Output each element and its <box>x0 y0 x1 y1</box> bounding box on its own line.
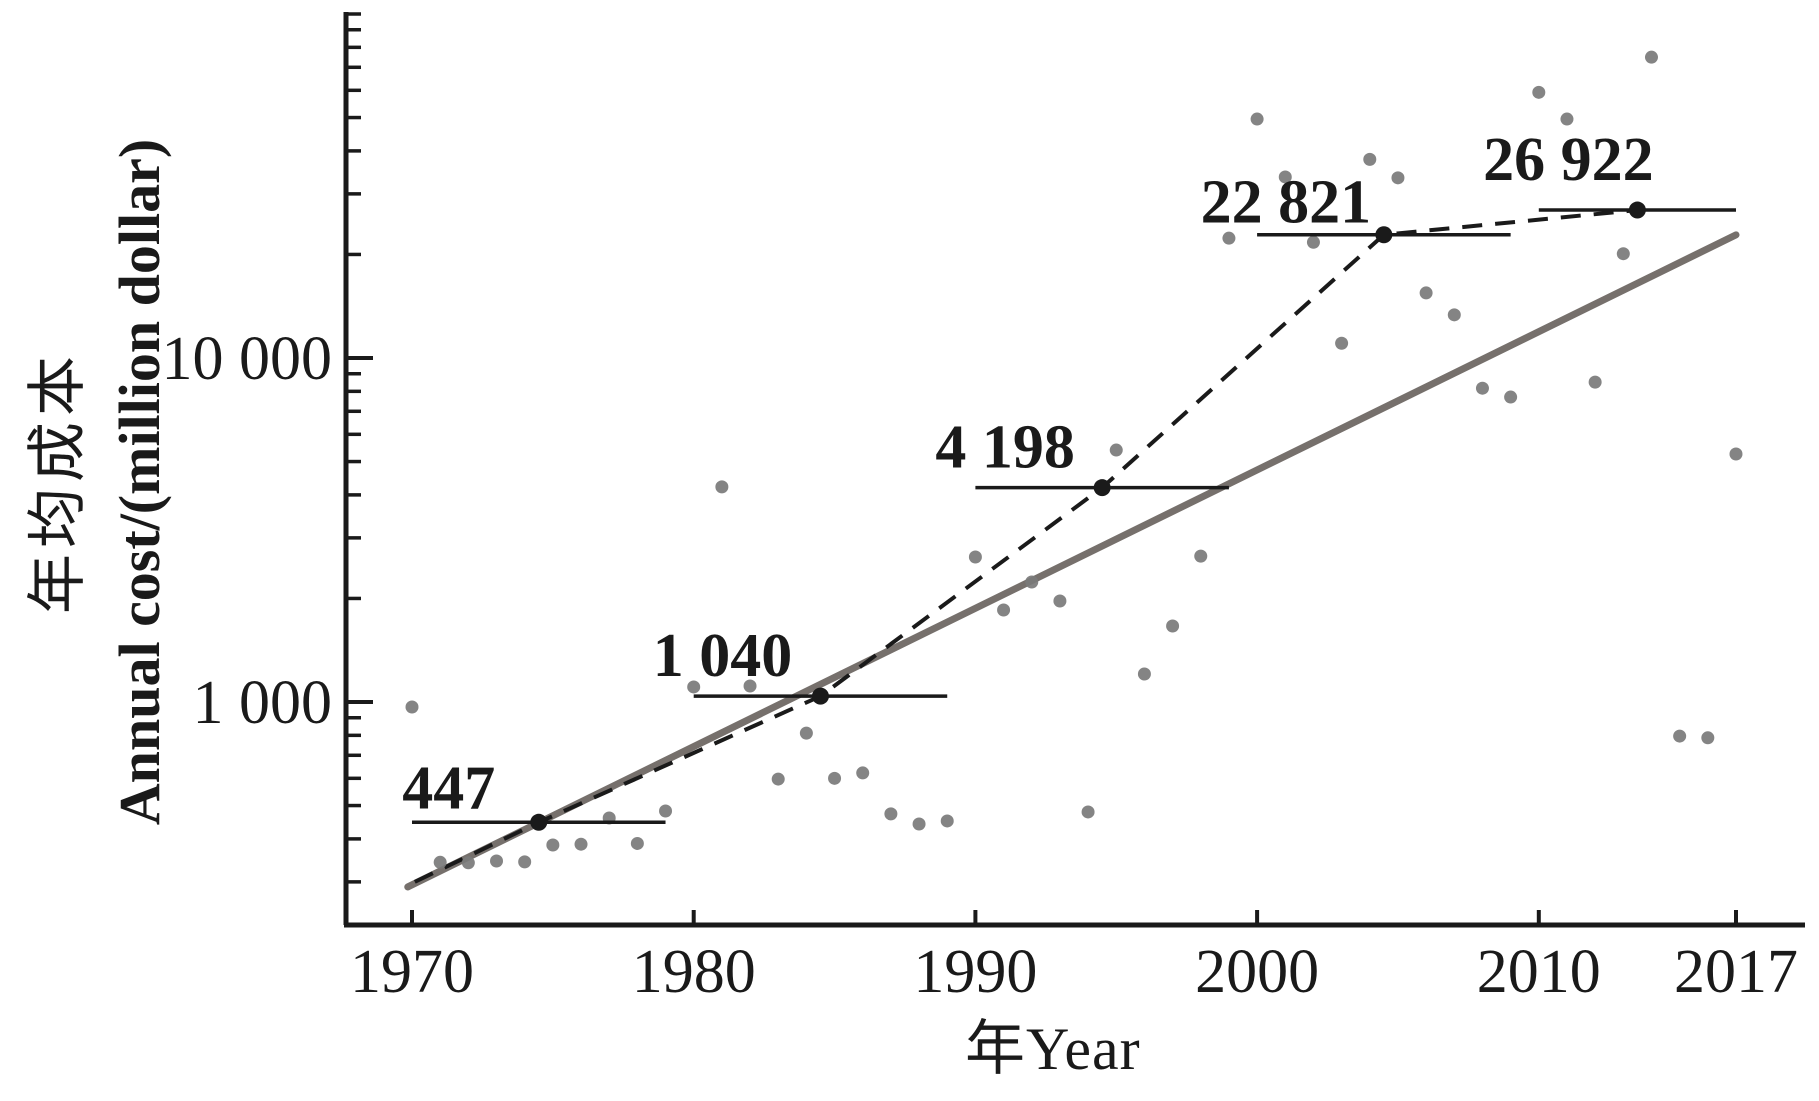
data-point-1970 <box>405 700 419 714</box>
x-tick-label-2000: 2000 <box>1195 938 1319 1006</box>
data-point-2003 <box>1335 336 1349 350</box>
data-point-1983 <box>771 772 785 786</box>
data-point-2006 <box>1419 286 1433 300</box>
x-tick-label-1970: 1970 <box>350 938 474 1006</box>
data-point-1981 <box>715 480 729 494</box>
data-point-1974 <box>518 855 532 869</box>
data-point-1995 <box>1109 443 1123 457</box>
trend-line <box>404 231 1740 891</box>
data-point-2010 <box>1532 85 1546 99</box>
data-point-2011 <box>1560 112 1574 126</box>
data-point-1990 <box>968 550 982 564</box>
data-point-1997 <box>1166 619 1180 633</box>
x-tick-label-1990: 1990 <box>913 938 1037 1006</box>
data-point-1993 <box>1053 594 1067 608</box>
data-point-2016 <box>1701 731 1715 745</box>
data-point-1980 <box>687 680 701 694</box>
data-point-1982 <box>743 679 757 693</box>
y-tick-label-10000: 10 000 <box>162 325 333 393</box>
data-point-1992 <box>1025 575 1039 589</box>
data-point-1975 <box>546 838 560 852</box>
data-point-2008 <box>1475 381 1489 395</box>
annotation-2010s: 26 922 <box>1483 126 1654 194</box>
data-point-1973 <box>490 854 504 868</box>
mean-point-1970s <box>530 813 548 831</box>
y-axis-label-english: Annual cost/(million dollar) <box>107 138 172 826</box>
data-point-1998 <box>1194 549 1208 563</box>
x-axis-label: 年Year <box>965 1016 1141 1082</box>
x-tick-label-2010: 2010 <box>1477 938 1601 1006</box>
data-point-1976 <box>574 837 588 851</box>
mean-point-1990s <box>1093 479 1111 497</box>
x-tick-label-1980: 1980 <box>632 938 756 1006</box>
data-point-1996 <box>1137 667 1151 681</box>
y-tick-label-1000: 1 000 <box>193 669 333 737</box>
data-point-1986 <box>856 766 870 780</box>
data-point-1988 <box>912 817 926 831</box>
data-point-2014 <box>1644 50 1658 64</box>
data-point-1994 <box>1081 805 1095 819</box>
data-point-2012 <box>1588 375 1602 389</box>
data-point-1971 <box>433 855 447 869</box>
data-point-2017 <box>1729 447 1743 461</box>
data-point-2002 <box>1306 235 1320 249</box>
data-point-2000 <box>1250 112 1264 126</box>
data-point-2015 <box>1673 729 1687 743</box>
data-point-1978 <box>630 836 644 850</box>
data-point-2007 <box>1447 308 1461 322</box>
mean-point-1980s <box>811 687 829 705</box>
annotation-1980s: 1 040 <box>653 622 793 690</box>
data-point-1987 <box>884 807 898 821</box>
x-tick-label-2017: 2017 <box>1674 938 1798 1006</box>
mean-point-2010s <box>1628 201 1646 219</box>
annotation-1970s: 447 <box>402 754 495 822</box>
y-axis-label-chinese: 年均成本 <box>25 350 91 614</box>
data-point-1985 <box>828 771 842 785</box>
data-point-2004 <box>1363 152 1377 166</box>
data-point-2001 <box>1278 170 1292 184</box>
data-point-1972 <box>461 856 475 870</box>
data-point-1999 <box>1222 231 1236 245</box>
data-point-2005 <box>1391 171 1405 185</box>
data-point-1984 <box>799 726 813 740</box>
annotation-2000s: 22 821 <box>1201 169 1372 237</box>
data-point-1991 <box>997 603 1011 617</box>
annotation-1990s: 4 198 <box>935 414 1075 482</box>
data-point-1989 <box>940 814 954 828</box>
decade-means-dashed-line <box>413 208 1638 884</box>
data-point-2009 <box>1504 390 1518 404</box>
y-axis-label: 年均成本 Annual cost/(million dollar) <box>17 52 187 912</box>
data-point-2013 <box>1616 247 1630 261</box>
data-point-1979 <box>659 804 673 818</box>
mean-point-2000s <box>1375 226 1393 244</box>
